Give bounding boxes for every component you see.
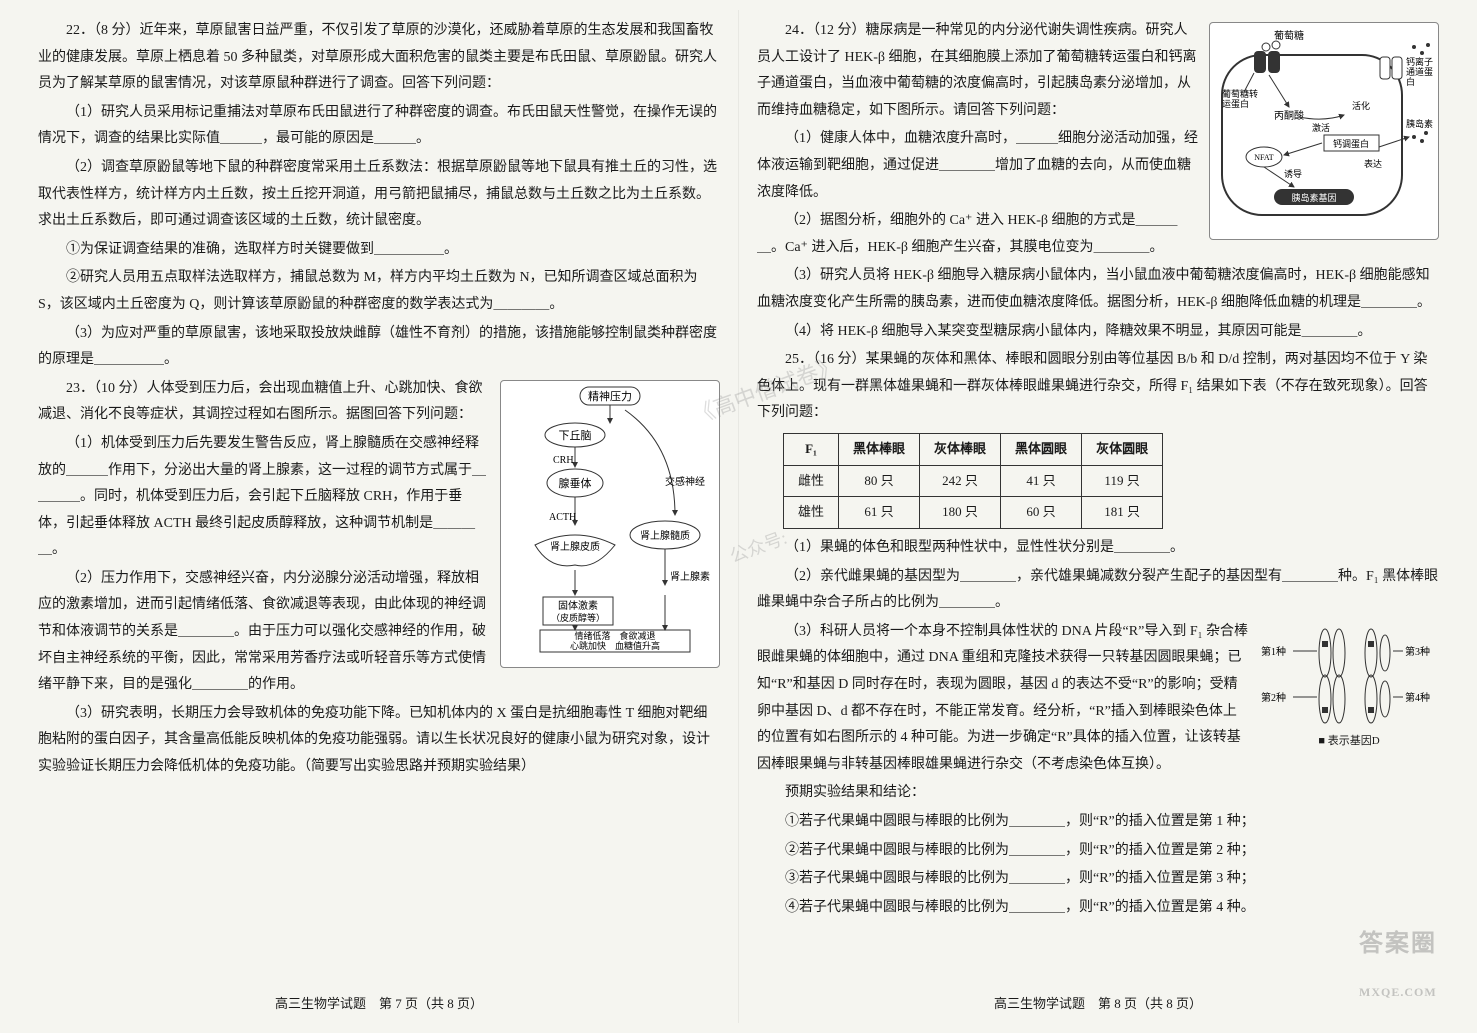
svg-text:激活: 激活 [1312,122,1330,133]
th-0: F₁ [784,433,839,465]
q24-pts: （12 分） [813,23,866,38]
th-3: 黑体圆眼 [1001,433,1082,465]
table-row: 雌性 80 只 242 只 41 只 119 只 [784,465,1163,497]
q22-p3: （3）为应对严重的草原鼠害，该地采取投放炔雌醇（雄性不育剂）的措施，该措施能够控… [38,321,720,374]
footer-8: 高三生物学试题 第 8 页（共 8 页） [739,992,1457,1017]
svg-text:钙调蛋白: 钙调蛋白 [1333,138,1369,149]
svg-text:葡萄糖转: 葡萄糖转 [1222,88,1258,99]
q25-p3d: ②若子代果蝇中圆眼与棒眼的比例为＿＿＿＿，则“R”的插入位置是第 2 种； [757,838,1439,865]
footer-7: 高三生物学试题 第 7 页（共 8 页） [20,992,738,1017]
svg-text:第1种: 第1种 [1261,645,1286,658]
watermark-logo: 答案圈 MXQE.COM [1359,922,1437,1013]
q25-p1: （1）果蝇的体色和眼型两种性状中，显性性状分别是＿＿＿＿。 [757,535,1439,562]
q25-p3e: ③若子代果蝇中圆眼与棒眼的比例为＿＿＿＿，则“R”的插入位置是第 3 种； [757,866,1439,893]
svg-text:第2种: 第2种 [1261,691,1286,704]
q25-num: 25． [785,352,813,367]
svg-text:胰岛素基因: 胰岛素基因 [1291,192,1336,203]
svg-text:肾上腺皮质: 肾上腺皮质 [550,540,600,553]
q25-table: F₁ 黑体棒眼 灰体棒眼 黑体圆眼 灰体圆眼 雌性 80 只 242 只 41 … [783,433,1163,529]
q22-p2c: ②研究人员用五点取样法选取样方，捕鼠总数为 M，样方内平均土丘数为 N，已知所调… [38,265,720,318]
q23-num: 23． [66,381,94,396]
svg-text:固体激素: 固体激素 [558,599,598,612]
q22-intro-text: 近年来，草原鼠害日益严重，不仅引发了草原的沙漠化，还威胁着草原的生态发展和我国畜… [38,23,717,91]
q22-num: 22． [66,23,94,38]
q25-svg: 第1种 第3种 第2种 第4种 [1259,621,1439,731]
svg-text:肾上腺髓质: 肾上腺髓质 [640,529,690,542]
q23-pts: （10 分） [94,381,147,396]
svg-text:丙酮酸: 丙酮酸 [1274,109,1304,122]
q24-p4: （4）将 HEK-β 细胞导入某突变型糖尿病小鼠体内，降糖效果不明显，其原因可能… [757,319,1439,346]
q22-p2a: （2）调查草原鼢鼠等地下鼠的种群密度常采用土丘系数法：根据草原鼢鼠等地下鼠具有推… [38,155,720,235]
q25-p2: （2）亲代雌果蝇的基因型为＿＿＿＿，亲代雄果蝇减数分裂产生配子的基因型有＿＿＿＿… [757,564,1439,617]
svg-text:运蛋白: 运蛋白 [1222,98,1249,109]
q22-pts: （8 分） [94,23,140,38]
q24-figure: 葡萄糖 葡萄糖转 运蛋白 丙酮酸 钙离子 通道蛋 白 激活 活化 钙 [1209,22,1439,240]
q25-p3f: ④若子代果蝇中圆眼与棒眼的比例为＿＿＿＿，则“R”的插入位置是第 4 种。 [757,895,1439,922]
q25-pts: （16 分） [813,352,866,367]
q25-p3c: ①若子代果蝇中圆眼与棒眼的比例为＿＿＿＿，则“R”的插入位置是第 1 种； [757,809,1439,836]
svg-text:NFAT: NFAT [1254,153,1274,162]
svg-text:钙离子: 钙离子 [1406,56,1433,67]
table-row: 雄性 61 只 180 只 60 只 181 只 [784,497,1163,529]
q22-p1: （1）研究人员采用标记重捕法对草原布氏田鼠进行了种群密度的调查。布氏田鼠天性警觉… [38,100,720,153]
svg-text:（皮质醇等）: （皮质醇等） [551,612,605,623]
svg-text:诱导: 诱导 [1284,168,1302,179]
th-4: 灰体圆眼 [1082,433,1163,465]
q25-figure: 第1种 第3种 第2种 第4种 ■ 表示基因D [1259,621,1439,752]
svg-text:白: 白 [1406,76,1415,87]
q23-p3: （3）研究表明，长期压力会导致机体的免疫功能下降。已知机体内的 X 蛋白是抗细胞… [38,701,720,781]
svg-text:第3种: 第3种 [1405,645,1430,658]
svg-text:活化: 活化 [1352,100,1370,111]
q23-svg: 精神压力 下丘脑 CRH 腺垂体 ACTH 肾上腺皮质 交感神经 肾上腺髓质 肾… [505,385,715,655]
page-7: 22．（8 分）近年来，草原鼠害日益严重，不仅引发了草原的沙漠化，还威胁着草原的… [20,10,739,1023]
q24-num: 24． [785,23,813,38]
q23-figure: 精神压力 下丘脑 CRH 腺垂体 ACTH 肾上腺皮质 交感神经 肾上腺髓质 肾… [500,380,720,668]
table-head-row: F₁ 黑体棒眼 灰体棒眼 黑体圆眼 灰体圆眼 [784,433,1163,465]
svg-text:腺垂体: 腺垂体 [559,476,592,490]
svg-text:第4种: 第4种 [1405,691,1430,704]
svg-text:情绪低落 食欲减退: 情绪低落 食欲减退 [574,630,655,641]
svg-text:表达: 表达 [1364,158,1382,169]
q22-intro: 22．（8 分）近年来，草原鼠害日益严重，不仅引发了草原的沙漠化，还威胁着草原的… [38,18,720,98]
q25-fig-legend: ■ 表示基因D [1259,731,1439,752]
svg-text:CRH: CRH [553,455,574,466]
svg-text:精神压力: 精神压力 [588,389,632,403]
svg-text:肾上腺素: 肾上腺素 [670,570,710,583]
q25-p3b: 预期实验结果和结论： [757,780,1439,807]
svg-text:通道蛋: 通道蛋 [1406,66,1433,77]
q25-intro: 25．（16 分）某果蝇的灰体和黑体、棒眼和圆眼分别由等位基因 B/b 和 D/… [757,347,1439,427]
q24-p3: （3）研究人员将 HEK-β 细胞导入糖尿病小鼠体内，当小鼠血液中葡萄糖浓度偏高… [757,263,1439,316]
svg-text:下丘脑: 下丘脑 [559,429,592,442]
svg-text:ACTH: ACTH [549,512,576,523]
svg-text:交感神经: 交感神经 [665,475,705,488]
q24-svg: 葡萄糖 葡萄糖转 运蛋白 丙酮酸 钙离子 通道蛋 白 激活 活化 钙 [1214,27,1436,227]
svg-text:胰岛素: 胰岛素 [1406,118,1433,129]
th-1: 黑体棒眼 [839,433,920,465]
q22-p2b: ①为保证调查结果的准确，选取样方时关键要做到＿＿＿＿＿。 [38,237,720,264]
svg-text:心跳加快 血糖值升高: 心跳加快 血糖值升高 [570,640,660,651]
svg-text:葡萄糖: 葡萄糖 [1274,29,1304,42]
th-2: 灰体棒眼 [920,433,1001,465]
page-8: 葡萄糖 葡萄糖转 运蛋白 丙酮酸 钙离子 通道蛋 白 激活 活化 钙 [739,10,1457,1023]
